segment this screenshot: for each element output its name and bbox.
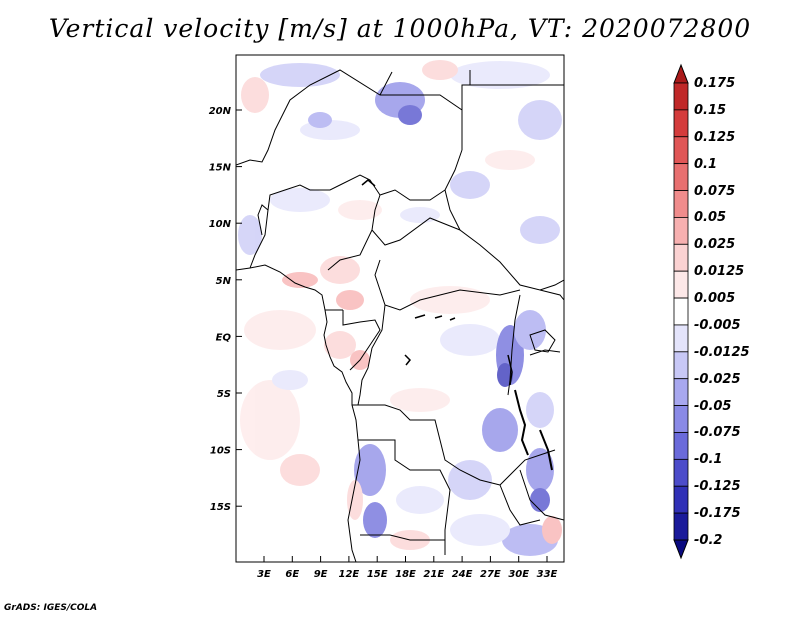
credit-text: GrADS: IGES/COLA <box>4 603 98 613</box>
colorbar-segment <box>673 243 689 272</box>
colorbar-label: -0.025 <box>694 371 741 387</box>
colorbar <box>673 63 689 560</box>
lon-tick-label: 27E <box>480 569 501 580</box>
colorbar-label: 0.005 <box>694 291 736 307</box>
colorbar-bottom-triangle <box>673 539 689 560</box>
lon-tick-label: 30E <box>508 569 529 580</box>
lat-tick-label: 10S <box>210 446 231 457</box>
colorbar-label: -0.175 <box>694 506 741 522</box>
colorbar-label: 0.1 <box>694 156 718 172</box>
colorbar-segment <box>673 432 689 460</box>
colorbar-segment <box>673 190 689 218</box>
lon-tick-label: 9E <box>314 569 328 580</box>
colorbar-label: 0.15 <box>694 102 727 118</box>
colorbar-label: -0.2 <box>694 533 723 548</box>
colorbar-label: -0.05 <box>694 398 732 414</box>
lat-tick-label: 15N <box>209 163 232 174</box>
colorbar-label: 0.05 <box>694 210 727 226</box>
latitude-axis: 20N 15N 10N 5N EQ 5S 10S 15S <box>209 106 242 513</box>
map-frame <box>235 54 565 563</box>
lon-tick-label: 33E <box>537 569 558 580</box>
lon-tick-label: 12E <box>339 569 360 580</box>
lon-tick-label: 24E <box>452 569 473 580</box>
colorbar-label: 0.025 <box>694 237 736 253</box>
lon-tick-label: 6E <box>285 569 299 580</box>
colorbar-segment <box>673 109 689 138</box>
colorbar-segment <box>673 270 689 299</box>
colorbar-label: 0.075 <box>694 183 736 199</box>
colorbar-segment <box>673 136 689 165</box>
lat-tick-label: 20N <box>209 106 232 117</box>
lat-tick-label: 15S <box>210 502 231 513</box>
colorbar-label: 0.125 <box>694 129 736 145</box>
colorbar-label: -0.005 <box>694 317 741 333</box>
colorbar-segment <box>673 297 689 326</box>
longitude-axis: 3E 6E 9E 12E 15E 18E 21E 24E 27E 30E 33E <box>257 556 558 580</box>
colorbar-segment <box>673 82 689 111</box>
colorbar-segment <box>673 458 689 487</box>
colorbar-label: -0.125 <box>694 479 741 495</box>
lon-tick-label: 21E <box>423 569 444 580</box>
colorbar-segment <box>673 512 689 541</box>
colorbar-segment <box>673 485 689 514</box>
lon-tick-label: 15E <box>367 569 388 580</box>
lat-tick-label: EQ <box>216 332 232 343</box>
colorbar-segment <box>673 378 689 406</box>
colorbar-label: -0.1 <box>694 452 723 468</box>
colorbar-top-triangle <box>673 63 689 84</box>
colorbar-segment <box>673 405 689 433</box>
colorbar-segment <box>673 163 689 191</box>
colorbar-label: -0.0125 <box>694 344 750 360</box>
lon-tick-label: 18E <box>395 569 416 580</box>
velocity-shading <box>238 60 562 556</box>
colorbar-segment <box>673 351 689 380</box>
colorbar-segment <box>673 217 689 245</box>
colorbar-label: -0.075 <box>694 425 741 441</box>
map-title: Vertical velocity [m/s] at 1000hPa, VT: … <box>48 14 752 43</box>
colorbar-segment <box>673 324 689 353</box>
country-borders <box>236 69 564 562</box>
colorbar-label: 0.0125 <box>694 264 745 280</box>
lon-tick-label: 3E <box>257 569 271 580</box>
lat-tick-label: 5N <box>216 276 232 287</box>
lat-tick-label: 5S <box>217 389 231 400</box>
lat-tick-label: 10N <box>209 219 232 230</box>
colorbar-label: 0.175 <box>694 76 736 91</box>
